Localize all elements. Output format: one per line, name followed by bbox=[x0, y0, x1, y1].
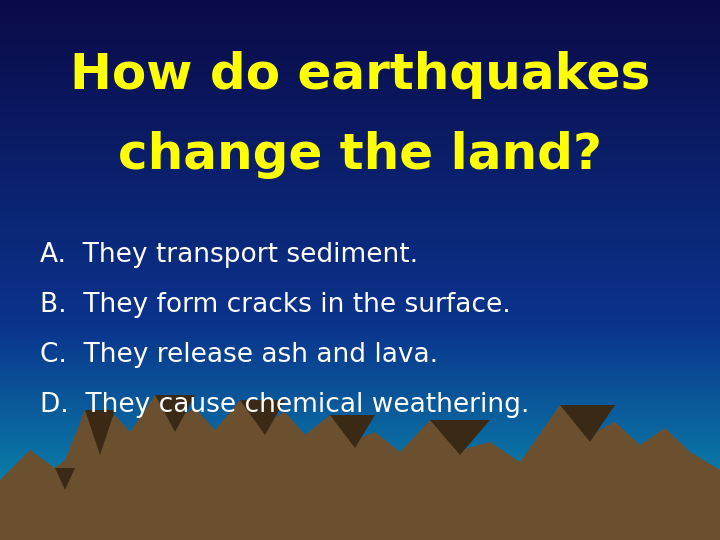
Text: D.  They cause chemical weathering.: D. They cause chemical weathering. bbox=[40, 392, 529, 418]
Text: B.  They form cracks in the surface.: B. They form cracks in the surface. bbox=[40, 292, 510, 318]
Polygon shape bbox=[155, 395, 195, 432]
Polygon shape bbox=[55, 468, 75, 490]
Text: C.  They release ash and lava.: C. They release ash and lava. bbox=[40, 342, 438, 368]
Polygon shape bbox=[480, 485, 720, 540]
Text: How do earthquakes: How do earthquakes bbox=[70, 51, 650, 99]
Polygon shape bbox=[240, 400, 285, 435]
Polygon shape bbox=[560, 405, 615, 442]
Polygon shape bbox=[85, 410, 115, 455]
Polygon shape bbox=[0, 395, 720, 540]
Text: change the land?: change the land? bbox=[118, 131, 602, 179]
Text: A.  They transport sediment.: A. They transport sediment. bbox=[40, 242, 418, 268]
Polygon shape bbox=[430, 420, 490, 455]
Polygon shape bbox=[330, 415, 375, 448]
